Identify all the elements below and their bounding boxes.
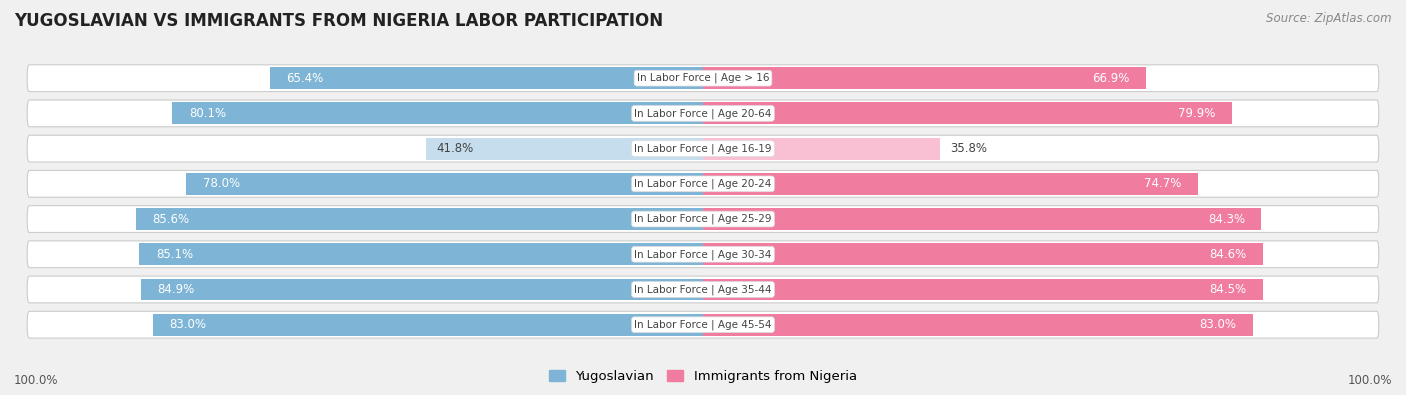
Bar xyxy=(703,278,1263,301)
Text: In Labor Force | Age 16-19: In Labor Force | Age 16-19 xyxy=(634,143,772,154)
Bar xyxy=(139,243,703,265)
Text: 84.9%: 84.9% xyxy=(157,283,194,296)
Text: In Labor Force | Age 45-54: In Labor Force | Age 45-54 xyxy=(634,320,772,330)
Bar xyxy=(141,278,703,301)
Text: 80.1%: 80.1% xyxy=(188,107,226,120)
Text: Source: ZipAtlas.com: Source: ZipAtlas.com xyxy=(1267,12,1392,25)
Text: 79.9%: 79.9% xyxy=(1178,107,1216,120)
Text: 78.0%: 78.0% xyxy=(202,177,240,190)
Text: In Labor Force | Age > 16: In Labor Force | Age > 16 xyxy=(637,73,769,83)
Bar xyxy=(186,173,703,195)
FancyBboxPatch shape xyxy=(27,241,1379,268)
Text: In Labor Force | Age 20-24: In Labor Force | Age 20-24 xyxy=(634,179,772,189)
Bar xyxy=(153,314,703,336)
Text: 74.7%: 74.7% xyxy=(1144,177,1181,190)
FancyBboxPatch shape xyxy=(27,135,1379,162)
Text: In Labor Force | Age 25-29: In Labor Force | Age 25-29 xyxy=(634,214,772,224)
FancyBboxPatch shape xyxy=(27,206,1379,232)
Text: 84.5%: 84.5% xyxy=(1209,283,1246,296)
FancyBboxPatch shape xyxy=(27,171,1379,197)
Text: YUGOSLAVIAN VS IMMIGRANTS FROM NIGERIA LABOR PARTICIPATION: YUGOSLAVIAN VS IMMIGRANTS FROM NIGERIA L… xyxy=(14,12,664,30)
Bar xyxy=(703,208,1261,230)
Text: 100.0%: 100.0% xyxy=(14,374,59,387)
Text: 83.0%: 83.0% xyxy=(170,318,207,331)
Bar xyxy=(703,243,1264,265)
Text: 100.0%: 100.0% xyxy=(1347,374,1392,387)
FancyBboxPatch shape xyxy=(27,276,1379,303)
Text: 41.8%: 41.8% xyxy=(436,142,474,155)
Text: In Labor Force | Age 20-64: In Labor Force | Age 20-64 xyxy=(634,108,772,118)
Text: In Labor Force | Age 35-44: In Labor Force | Age 35-44 xyxy=(634,284,772,295)
Text: 84.3%: 84.3% xyxy=(1208,213,1244,226)
Text: 85.6%: 85.6% xyxy=(152,213,190,226)
FancyBboxPatch shape xyxy=(27,311,1379,338)
Text: 66.9%: 66.9% xyxy=(1092,71,1129,85)
Text: 35.8%: 35.8% xyxy=(950,142,987,155)
Bar xyxy=(703,102,1232,124)
Bar xyxy=(136,208,703,230)
Bar xyxy=(703,314,1253,336)
Bar xyxy=(173,102,703,124)
Text: 85.1%: 85.1% xyxy=(156,248,193,261)
Text: 84.6%: 84.6% xyxy=(1209,248,1247,261)
Bar xyxy=(703,138,941,160)
Text: 65.4%: 65.4% xyxy=(287,71,323,85)
Bar xyxy=(270,67,703,89)
Text: In Labor Force | Age 30-34: In Labor Force | Age 30-34 xyxy=(634,249,772,260)
Bar xyxy=(703,173,1198,195)
Bar xyxy=(703,67,1146,89)
FancyBboxPatch shape xyxy=(27,100,1379,127)
Bar xyxy=(426,138,703,160)
Text: 83.0%: 83.0% xyxy=(1199,318,1236,331)
Legend: Yugoslavian, Immigrants from Nigeria: Yugoslavian, Immigrants from Nigeria xyxy=(544,365,862,388)
FancyBboxPatch shape xyxy=(27,65,1379,92)
